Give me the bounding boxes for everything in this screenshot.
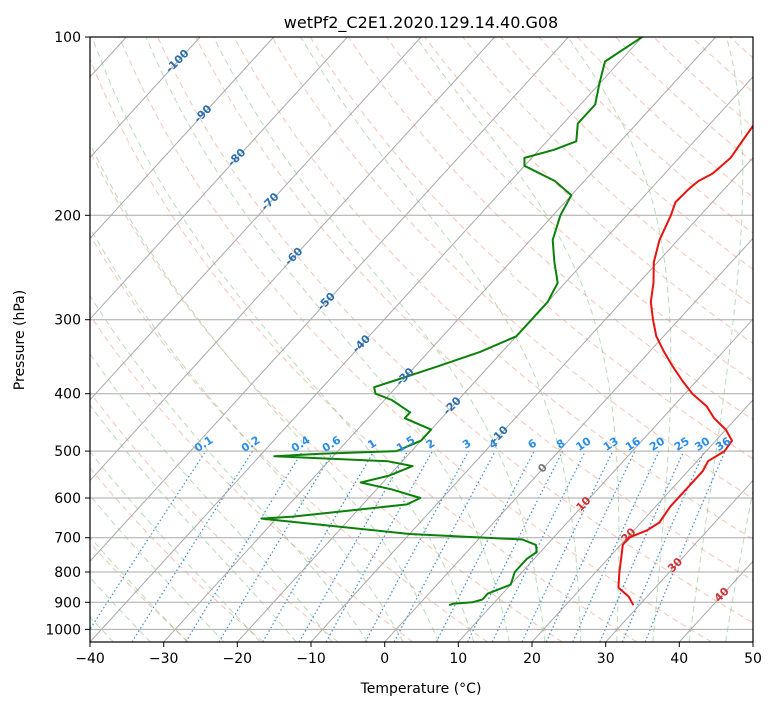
y-tick-label: 400 <box>54 387 81 403</box>
y-tick-label: 300 <box>54 313 81 329</box>
moist-adiabat <box>300 37 582 642</box>
mixing-ratio-line <box>572 450 660 642</box>
y-tick-label: 800 <box>54 565 81 581</box>
y-tick-label: 1000 <box>45 622 81 638</box>
mixing-ratio-line <box>325 450 434 642</box>
moist-adiabat <box>567 37 672 642</box>
isotherm-line <box>605 479 753 642</box>
isotherm-line <box>752 641 753 642</box>
moist-adiabat <box>90 536 188 642</box>
mixing-ratio-label: 0.6 <box>320 433 344 455</box>
temperature-profile <box>617 124 753 606</box>
dry-adiabat <box>90 314 414 642</box>
dry-adiabat <box>538 37 753 234</box>
dry-adiabat <box>90 542 190 642</box>
moist-adiabat <box>90 404 297 642</box>
x-tick-label: −10 <box>296 651 326 667</box>
mixing-ratio-line <box>491 450 586 642</box>
mixing-ratio-line <box>466 450 564 642</box>
isotherm-line <box>90 37 348 320</box>
mixing-ratio-line <box>185 450 304 642</box>
x-tick-label: 0 <box>380 651 389 667</box>
isotherm-line <box>163 37 717 642</box>
moist-adiabat <box>725 488 753 642</box>
isotherm-line <box>90 37 422 401</box>
isotherm-line <box>531 399 753 642</box>
dry-adiabat <box>386 37 753 382</box>
x-tick-label: 10 <box>449 651 467 667</box>
isotherm-line <box>310 156 753 642</box>
mixing-ratio-line <box>545 450 636 642</box>
dewpoint-profile <box>260 37 643 607</box>
mixing-ratio-line <box>393 450 496 642</box>
y-tick-label: 700 <box>54 531 81 547</box>
dry-adiabat <box>347 37 753 421</box>
isotherm-line <box>90 37 643 642</box>
mixing-ratio-line <box>521 450 614 642</box>
moist-adiabat <box>213 37 546 642</box>
y-tick-label: 100 <box>54 30 81 46</box>
dry-adiabat <box>118 37 712 642</box>
mixing-ratio-line <box>131 450 254 642</box>
y-tick-label: 600 <box>54 491 81 507</box>
dry-adiabat <box>653 37 753 128</box>
dry-adiabat <box>576 37 753 198</box>
mixing-ratio-label: 0.4 <box>289 433 313 455</box>
x-tick-label: −30 <box>149 651 179 667</box>
moist-adiabat <box>90 450 261 642</box>
x-tick-label: 40 <box>670 651 688 667</box>
mixing-ratio-line <box>644 450 726 642</box>
mixing-ratio-line <box>262 450 375 642</box>
isotherm-line <box>236 76 753 642</box>
isotherm-line <box>457 318 753 642</box>
isotherm-line <box>90 37 275 240</box>
mixing-ratio-label: 2 <box>424 437 438 452</box>
mixing-ratio-label: 0.2 <box>239 433 262 455</box>
moist-adiabat <box>91 37 475 642</box>
mixing-ratio-line <box>621 450 705 642</box>
mixing-ratio-label: 0.1 <box>192 433 215 455</box>
dry-adiabat <box>500 37 753 270</box>
x-tick-label: 30 <box>597 651 615 667</box>
isotherm-line <box>90 37 569 562</box>
x-tick-label: −20 <box>223 651 253 667</box>
x-tick-label: 20 <box>523 651 541 667</box>
dry-adiabat <box>195 37 753 582</box>
mixing-ratio-label: 3 <box>460 437 474 452</box>
dry-adiabat <box>233 37 753 540</box>
y-axis-label: Pressure (hPa) <box>12 290 28 390</box>
dry-adiabat <box>691 37 753 93</box>
dry-adiabat <box>157 37 753 624</box>
isotherm-line <box>90 37 496 482</box>
plot-frame <box>89 36 754 643</box>
moist-adiabat <box>415 37 620 642</box>
y-tick-label: 500 <box>54 444 81 460</box>
x-tick-label: −40 <box>75 651 105 667</box>
moist-adiabat <box>145 37 510 642</box>
dry-adiabat <box>90 391 339 642</box>
dry-adiabat <box>90 467 264 642</box>
moist-adiabat <box>688 37 744 642</box>
mixing-ratio-line <box>298 450 409 642</box>
x-axis-label: Temperature (°C) <box>360 681 482 697</box>
dry-adiabat <box>271 37 753 500</box>
moist-adiabat <box>90 352 333 642</box>
mixing-ratio-line <box>364 450 470 642</box>
isotherm-line <box>384 237 753 642</box>
moist-adiabat <box>90 226 404 642</box>
y-tick-label: 200 <box>54 208 81 224</box>
chart-title: wetPf2_C2E1.2020.129.14.40.G08 <box>284 13 558 33</box>
x-tick-label: 50 <box>744 651 762 667</box>
mixing-ratio-label: 6 <box>526 436 540 451</box>
moist-adiabat <box>90 294 369 642</box>
moist-adiabat <box>90 142 439 642</box>
isotherm-line <box>90 37 201 159</box>
dry-adiabat <box>424 37 753 344</box>
dry-adiabat <box>90 149 563 642</box>
y-tick-label: 900 <box>54 595 81 611</box>
mixing-ratio-line <box>218 450 334 642</box>
mixing-ratio-line <box>599 450 685 642</box>
